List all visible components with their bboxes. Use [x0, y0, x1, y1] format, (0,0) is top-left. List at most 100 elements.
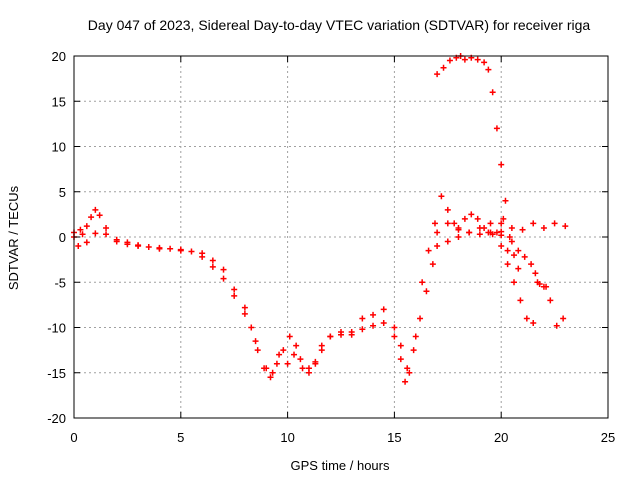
data-point: [96, 212, 103, 219]
chart-title: Day 047 of 2023, Sidereal Day-to-day VTE…: [88, 17, 591, 33]
data-point: [79, 231, 86, 238]
data-point: [297, 356, 304, 363]
data-point: [498, 243, 505, 250]
data-point: [551, 220, 558, 227]
data-point: [338, 329, 344, 336]
x-tick-label: 5: [177, 430, 184, 445]
data-point: [103, 224, 110, 231]
data-point: [410, 347, 417, 354]
data-point: [92, 206, 99, 213]
data-point: [305, 369, 312, 376]
y-tick-label: -15: [47, 366, 66, 381]
data-point: [348, 331, 355, 338]
data-point: [508, 238, 515, 245]
data-point: [370, 322, 377, 329]
data-point: [254, 347, 261, 354]
y-tick-label: -20: [47, 411, 66, 426]
data-point: [476, 231, 483, 238]
data-point: [493, 125, 500, 132]
data-point: [504, 261, 511, 268]
data-point: [423, 288, 430, 295]
y-tick-label: 20: [52, 49, 66, 64]
data-point: [474, 56, 481, 63]
data-point: [404, 365, 411, 372]
data-point: [562, 223, 569, 230]
data-series: [431, 193, 507, 238]
x-tick-label: 0: [70, 430, 77, 445]
data-point: [455, 234, 462, 240]
data-point: [92, 230, 99, 237]
data-point: [536, 281, 543, 288]
data-point: [177, 247, 184, 254]
data-point: [455, 224, 462, 231]
data-point: [284, 360, 291, 367]
data-point: [431, 220, 438, 227]
data-point: [380, 319, 387, 326]
data-point: [547, 297, 554, 304]
data-point: [391, 333, 398, 340]
data-point: [468, 211, 475, 218]
data-point: [402, 378, 409, 385]
data-point: [438, 193, 445, 200]
data-point: [523, 315, 530, 322]
data-point: [498, 220, 505, 227]
data-series: [508, 238, 550, 290]
data-point: [220, 266, 227, 273]
data-point: [461, 56, 468, 63]
y-tick-label: -5: [54, 275, 66, 290]
data-point: [517, 297, 524, 304]
data-point: [489, 89, 496, 96]
data-point: [502, 197, 509, 204]
data-point: [124, 241, 131, 248]
data-point: [77, 226, 84, 233]
data-point: [75, 243, 82, 250]
x-axis-ticks: 0 5 10 15 20 25: [70, 56, 615, 445]
data-point: [209, 263, 216, 270]
data-point: [528, 261, 535, 268]
data-point: [434, 243, 441, 250]
data-point: [113, 238, 120, 245]
data-point: [293, 342, 300, 349]
grid-lines: [74, 56, 608, 418]
data-point: [521, 253, 528, 260]
data-point: [291, 351, 298, 358]
data-point: [429, 261, 436, 268]
data-point: [451, 220, 458, 227]
data-point: [485, 66, 492, 73]
data-point: [370, 311, 377, 318]
data-point: [444, 220, 451, 227]
data-point: [446, 57, 453, 64]
data-point: [199, 250, 206, 257]
data-point: [312, 360, 319, 367]
data-point: [485, 229, 492, 236]
y-tick-label: 10: [52, 140, 66, 155]
x-tick-label: 20: [494, 430, 508, 445]
data-point: [220, 275, 227, 282]
data-point: [241, 304, 248, 311]
data-point: [156, 245, 163, 252]
data-point: [504, 247, 511, 254]
data-point: [406, 369, 413, 376]
data-point: [248, 324, 255, 331]
y-tick-label: 5: [59, 185, 66, 200]
data-point: [540, 224, 547, 231]
data-point: [252, 338, 259, 345]
x-tick-label: 10: [280, 430, 294, 445]
x-tick-label: 25: [601, 430, 615, 445]
data-series: [498, 243, 567, 329]
data-point: [286, 333, 293, 340]
data-point: [530, 319, 537, 326]
series-layer: [71, 53, 569, 385]
data-point: [83, 239, 90, 246]
data-point: [88, 214, 95, 221]
data-point: [489, 231, 496, 238]
data-point: [444, 206, 451, 213]
data-point: [417, 315, 424, 322]
data-point: [500, 215, 507, 222]
data-point: [519, 226, 526, 233]
data-point: [167, 245, 174, 252]
data-point: [508, 224, 515, 231]
data-point: [543, 283, 550, 290]
data-point: [553, 322, 560, 329]
data-point: [498, 161, 505, 168]
